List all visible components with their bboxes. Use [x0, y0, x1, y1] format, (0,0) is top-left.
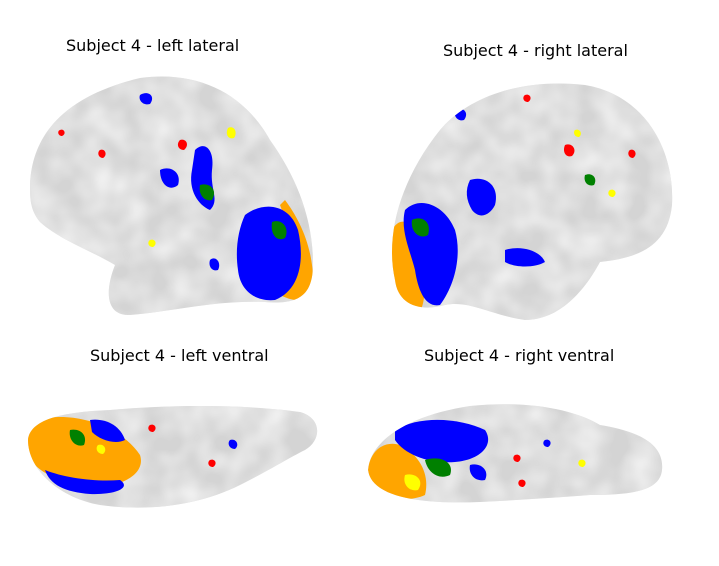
panel-title-left-lateral: Subject 4 - left lateral — [66, 36, 240, 55]
left-lateral-brain — [30, 76, 314, 316]
left-lateral-blue-region-5 — [209, 258, 220, 271]
left-ventral-brain — [28, 406, 318, 508]
right-ventral-red-region-2 — [518, 479, 526, 487]
left-lateral-red-region — [177, 139, 187, 150]
right-lateral-red-region-2 — [628, 149, 636, 158]
left-ventral-red-region — [208, 459, 216, 467]
right-ventral-blue-region — [395, 419, 489, 463]
left-ventral-green-region — [69, 429, 86, 446]
left-ventral-blue-region-3 — [228, 439, 238, 449]
right-lateral-yellow-region — [574, 129, 581, 137]
right-ventral-green-region — [425, 458, 451, 477]
right-ventral-blue-region-2 — [469, 464, 487, 481]
left-ventral-red-region-2 — [148, 424, 156, 432]
left-lateral-green-region-2 — [199, 184, 215, 201]
left-lateral-green-region — [271, 221, 287, 240]
left-ventral-blue-region-2 — [90, 419, 125, 443]
left-lateral-red-region-3 — [58, 129, 65, 136]
left-lateral-yellow-region — [226, 127, 236, 139]
left-lateral-red-region-2 — [98, 149, 106, 158]
left-lateral-blue-region — [236, 206, 301, 301]
right-ventral-red-region — [513, 454, 521, 462]
right-ventral-blue-region-3 — [543, 439, 551, 447]
panel-title-right-lateral: Subject 4 - right lateral — [443, 41, 628, 60]
right-lateral-blue-region-3 — [505, 248, 545, 267]
left-ventral-blue-region — [45, 470, 124, 495]
right-lateral-red-region-3 — [523, 94, 531, 102]
right-lateral-green-region — [411, 218, 429, 237]
panel-title-right-ventral: Subject 4 - right ventral — [424, 346, 615, 365]
left-lateral-blue-region-3 — [160, 168, 179, 188]
right-lateral-brain — [392, 83, 673, 320]
right-lateral-red-region — [563, 144, 575, 157]
left-ventral-yellow-region — [96, 444, 106, 454]
left-lateral-yellow-region-2 — [148, 239, 156, 247]
left-lateral-blue-region-4 — [139, 93, 153, 105]
panel-title-left-ventral: Subject 4 - left ventral — [90, 346, 269, 365]
right-lateral-green-region-2 — [584, 174, 596, 186]
right-lateral-blue-region-2 — [466, 178, 496, 216]
right-lateral-yellow-region-2 — [608, 189, 616, 197]
right-ventral-brain — [368, 404, 663, 503]
right-ventral-yellow-region-2 — [578, 459, 586, 467]
right-ventral-yellow-region — [404, 474, 421, 491]
